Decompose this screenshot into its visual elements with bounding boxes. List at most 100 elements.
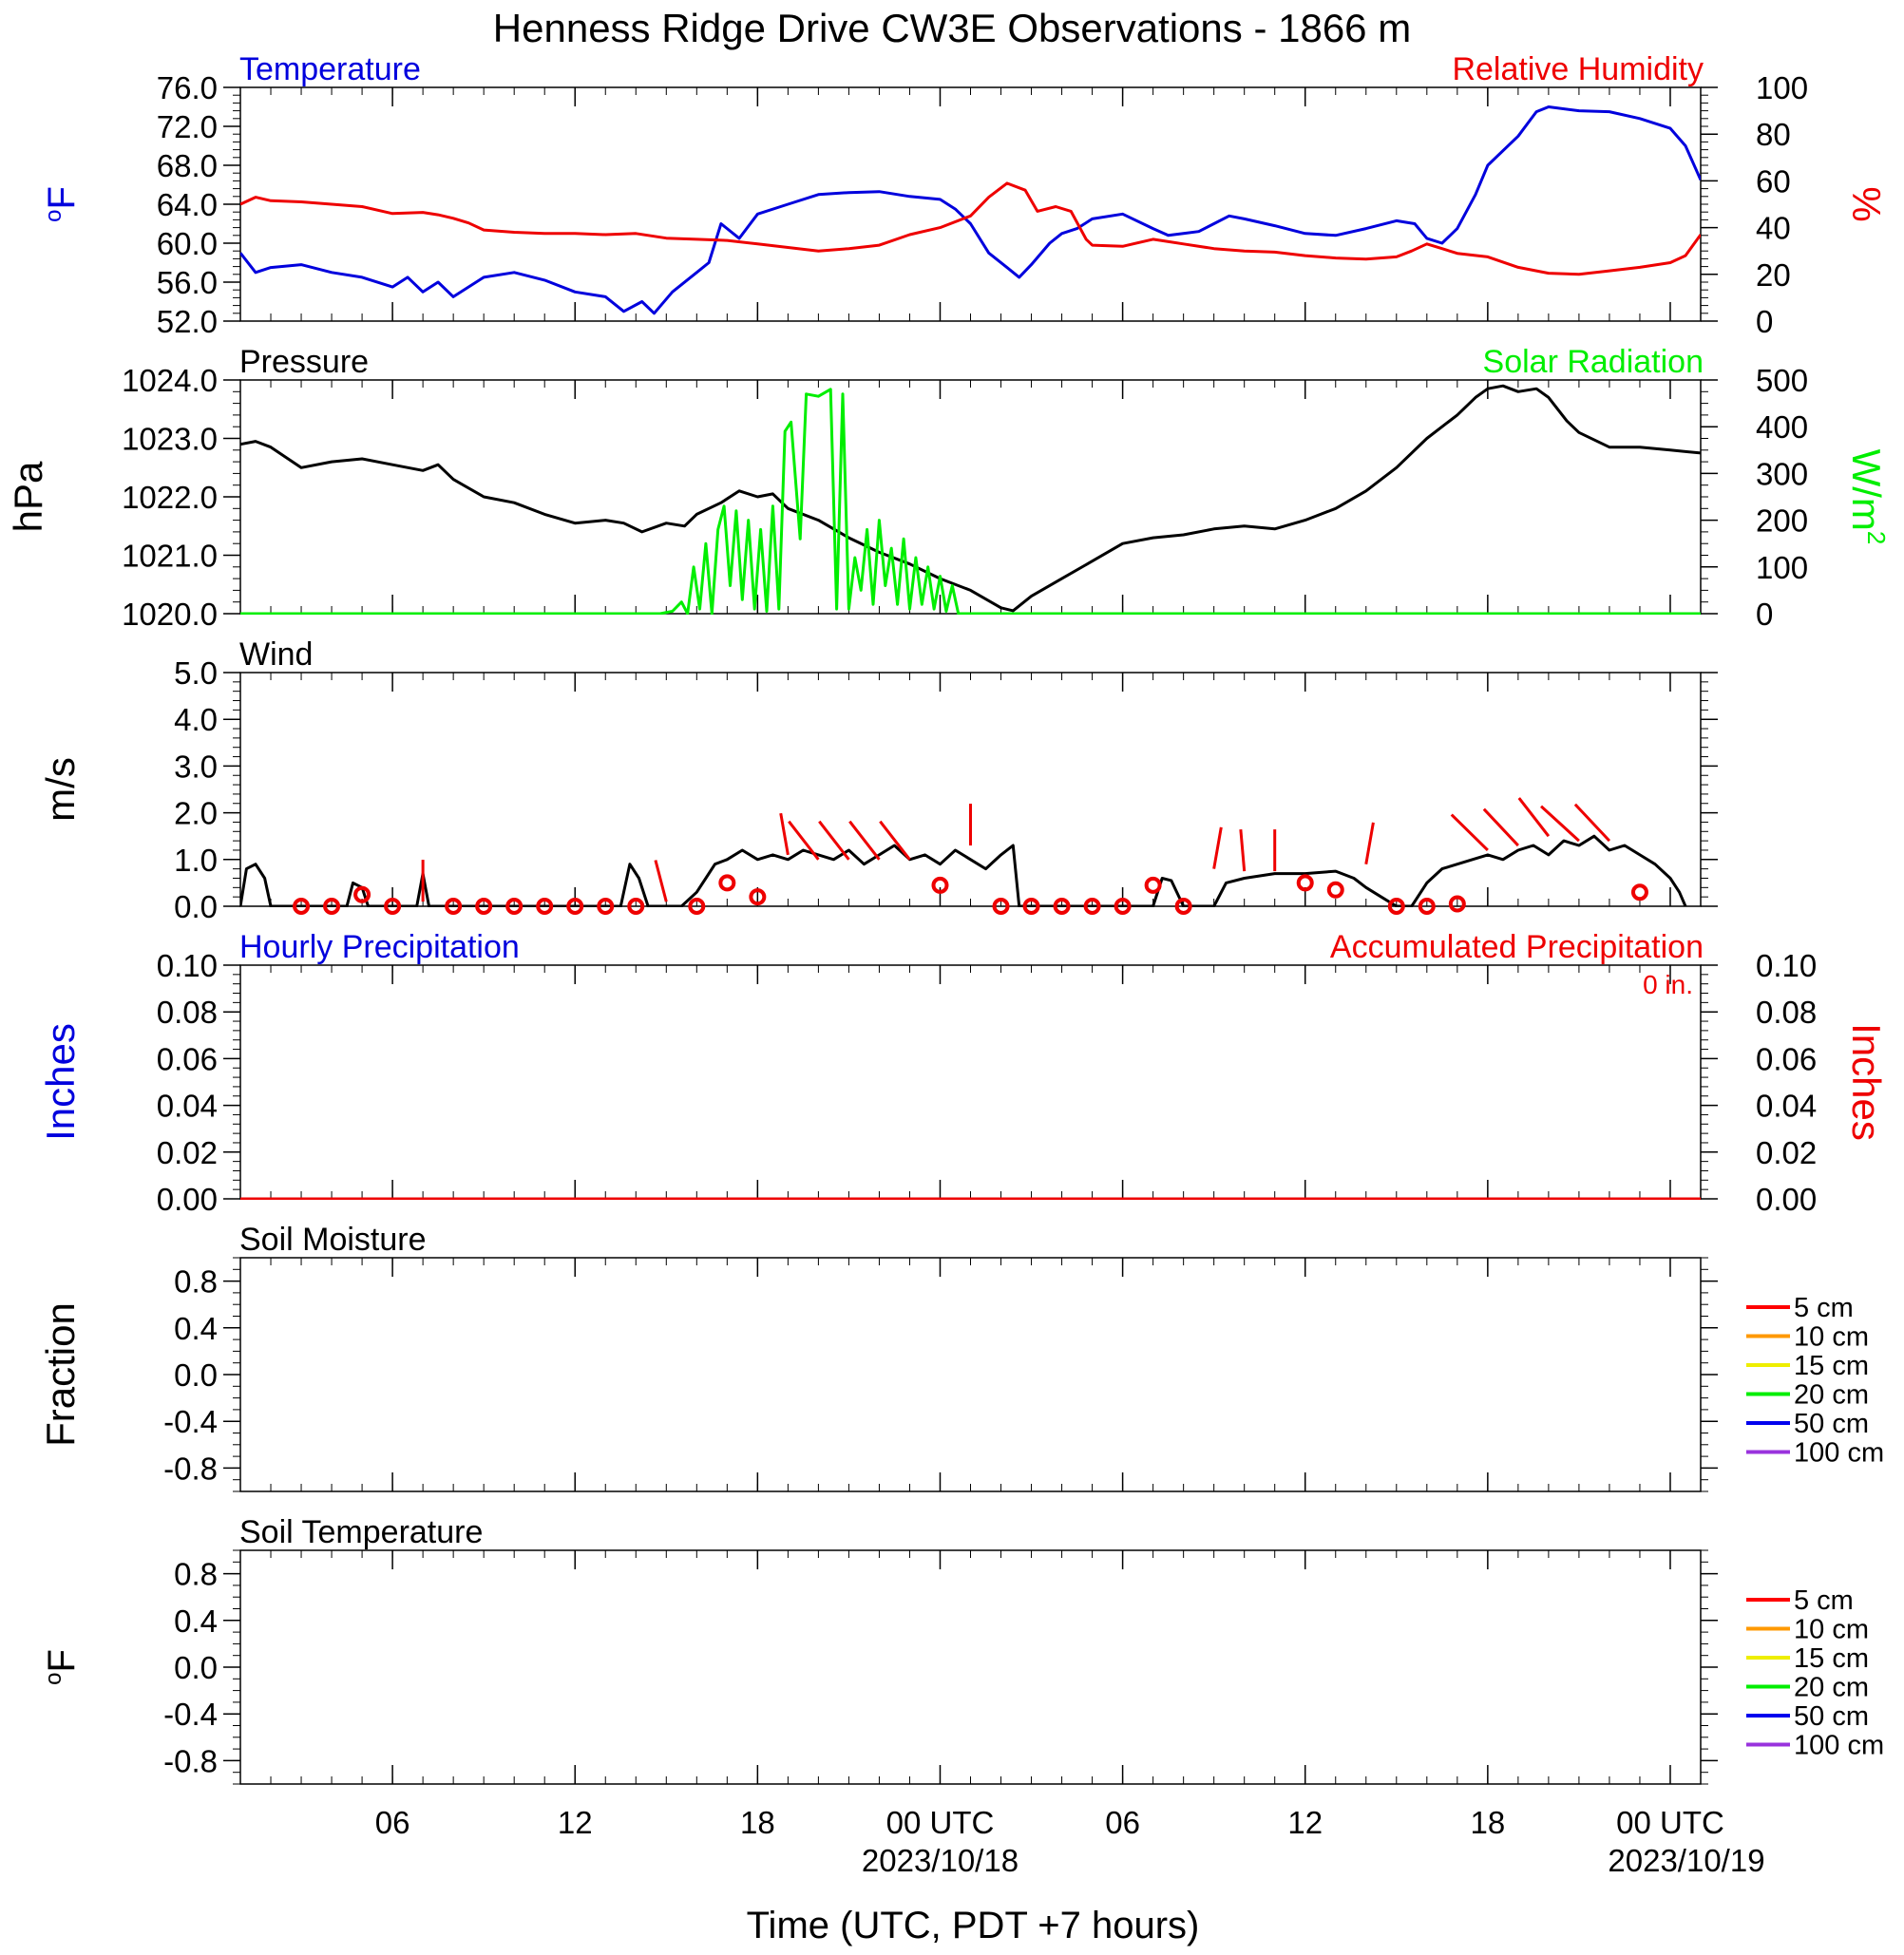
- wind-calm-marker: [1022, 898, 1040, 915]
- wind-barb: [818, 820, 850, 861]
- y-tick-label: 52.0: [157, 304, 218, 339]
- plot-frame: [239, 1549, 1702, 1785]
- wind-calm-marker: [445, 898, 463, 915]
- y-tick-label: 76.0: [157, 70, 218, 105]
- legend-label: 10 cm: [1794, 1322, 1869, 1353]
- wind-barb: [654, 860, 668, 902]
- y-tick-label: 0.8: [174, 1557, 218, 1592]
- y-tick-label: 0.08: [157, 995, 218, 1030]
- y-tick-label: 5.0: [174, 655, 218, 691]
- y-tick-label: 3.0: [174, 749, 218, 784]
- y-tick-label: 2.0: [174, 796, 218, 831]
- y-tick-label: 0.0: [174, 889, 218, 924]
- y-tick-right-label: 0.06: [1756, 1041, 1817, 1076]
- plot-frame: [239, 1257, 1702, 1492]
- y-tick-right-label: 60: [1756, 163, 1791, 199]
- wind-calm-marker: [1083, 898, 1101, 915]
- y-tick-label: 1022.0: [122, 480, 218, 515]
- wind-calm-marker: [353, 885, 371, 903]
- legend-label: 100 cm: [1794, 1438, 1884, 1469]
- series-pressure: [240, 384, 1701, 613]
- series-wind: [240, 834, 1687, 907]
- legend-label: 20 cm: [1794, 1673, 1869, 1703]
- y-tick-right-label: 500: [1756, 363, 1808, 398]
- wind-calm-marker: [1387, 898, 1405, 915]
- x-tick-label: 06: [375, 1805, 410, 1840]
- y-axis-label-left: Inches: [38, 1023, 83, 1141]
- wind-barb: [1573, 803, 1611, 843]
- wind-barb: [779, 812, 790, 856]
- panel-title-left: Soil Moisture: [239, 1222, 427, 1258]
- wind-calm-marker: [718, 874, 736, 892]
- y-axis-label-left: oF: [41, 186, 83, 222]
- panel-title-left: Temperature: [239, 51, 421, 87]
- x-tick-label: 00 UTC: [886, 1805, 995, 1840]
- y-tick-right-label: 80: [1756, 117, 1791, 152]
- y-tick-label: 4.0: [174, 702, 218, 737]
- panel-title-left: Soil Temperature: [239, 1514, 483, 1550]
- wind-calm-marker: [688, 898, 706, 915]
- y-tick-right-label: 100: [1756, 70, 1808, 105]
- wind-calm-marker: [749, 888, 767, 906]
- wind-calm-marker: [1114, 898, 1132, 915]
- y-tick-right-label: 20: [1756, 257, 1791, 293]
- y-tick-label: 0.0: [174, 1357, 218, 1393]
- y-axis-label-left: oF: [41, 1649, 83, 1685]
- y-tick-label: 0.02: [157, 1135, 218, 1170]
- y-tick-label: -0.8: [163, 1743, 218, 1778]
- legend-label: 20 cm: [1794, 1380, 1869, 1411]
- wind-calm-marker: [1418, 898, 1436, 915]
- y-tick-label: 0.4: [174, 1311, 218, 1346]
- panel-title-left: Pressure: [239, 344, 369, 380]
- y-tick-label: 0.8: [174, 1264, 218, 1300]
- legend-label: 10 cm: [1794, 1615, 1869, 1645]
- y-tick-right-label: 300: [1756, 456, 1808, 491]
- panel-title-right: Solar Radiation: [1483, 344, 1704, 380]
- legend-label: 5 cm: [1794, 1585, 1854, 1616]
- y-tick-label: 0.04: [157, 1089, 218, 1124]
- panel-title-right: Relative Humidity: [1452, 51, 1704, 87]
- y-tick-right-label: 40: [1756, 211, 1791, 246]
- panel-soil-moisture: -0.8 -0.4 0.0 0.4 0.8 Soil Moisture Fraction 5 …: [38, 1222, 1884, 1492]
- panel-title-left: Hourly Precipitation: [239, 929, 520, 965]
- plot-frame: [239, 379, 1702, 615]
- wind-calm-marker: [1448, 895, 1466, 913]
- x-tick-label: 18: [740, 1805, 775, 1840]
- panels: 52.0 56.0 60.0 64.0 68.0 72.0 76.0 0 20 40 60 80 100…: [6, 51, 1891, 1878]
- y-axis-label-right: W/m2: [1844, 449, 1891, 545]
- wind-calm-marker: [931, 876, 949, 894]
- wind-calm-marker: [1144, 876, 1162, 894]
- chart-title: Henness Ridge Drive CW3E Observations - …: [493, 6, 1411, 50]
- panel-pressure-solar: 1020.0 1021.0 1022.0 1023.0 1024.0 0 100 200 300…: [6, 344, 1891, 632]
- wind-barb: [1540, 805, 1580, 843]
- wind-calm-marker: [1174, 898, 1192, 915]
- y-tick-label: 1.0: [174, 843, 218, 878]
- x-tick-label: 18: [1470, 1805, 1505, 1840]
- wind-barb: [788, 820, 820, 861]
- y-axis-label-right: %: [1844, 186, 1889, 221]
- y-axis-label-left: hPa: [6, 461, 50, 532]
- wind-barb: [848, 820, 881, 861]
- y-axis-label-left: m/s: [38, 757, 83, 822]
- y-tick-label: 0.00: [157, 1182, 218, 1217]
- plot-frame: [239, 964, 1702, 1200]
- wind-calm-marker: [1053, 898, 1071, 915]
- y-tick-right-label: 0.04: [1756, 1089, 1817, 1124]
- panel-title-right: Accumulated Precipitation: [1330, 929, 1704, 965]
- legend-label: 50 cm: [1794, 1701, 1869, 1732]
- legend-label: 15 cm: [1794, 1643, 1869, 1674]
- wind-calm-marker: [536, 898, 554, 915]
- y-tick-right-label: 100: [1756, 550, 1808, 585]
- wind-calm-marker: [1326, 881, 1344, 899]
- legend-label: 15 cm: [1794, 1351, 1869, 1381]
- wind-calm-marker: [505, 898, 524, 915]
- y-tick-label: 1020.0: [122, 597, 218, 632]
- wind-calm-marker: [566, 898, 584, 915]
- wind-calm-marker: [597, 898, 615, 915]
- plot-frame: [239, 86, 1702, 322]
- x-axis-label: Time (UTC, PDT +7 hours): [747, 1905, 1200, 1946]
- wind-barb: [1239, 829, 1247, 872]
- y-tick-right-label: 0.10: [1756, 948, 1817, 983]
